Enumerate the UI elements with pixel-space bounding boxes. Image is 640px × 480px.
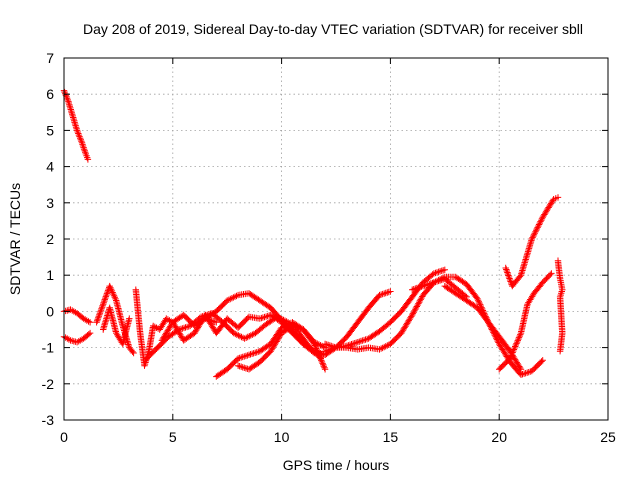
y-axis-title: SDTVAR / TECUs (7, 183, 23, 295)
axis-ticks: 0 5 10 15 20 25 -3 -2 -1 0 1 2 3 4 5 6 7 (42, 50, 616, 445)
x-tick-label: 15 (383, 429, 399, 445)
series-track-1 (60, 87, 92, 163)
x-tick-label: 25 (600, 429, 616, 445)
data-point-markers (234, 322, 329, 373)
data-point-markers (60, 87, 92, 163)
data-point-markers (441, 282, 525, 373)
series-track-3 (60, 329, 94, 346)
x-tick-label: 0 (60, 429, 68, 445)
series-track-5 (100, 304, 133, 348)
series-track-16 (441, 282, 525, 373)
y-tick-label: 6 (46, 86, 54, 102)
data-marks (60, 87, 566, 380)
x-tick-label: 10 (274, 429, 290, 445)
y-tick-label: -2 (42, 376, 55, 392)
data-point-markers (93, 282, 137, 357)
x-tick-label: 20 (491, 429, 507, 445)
series-track-19 (554, 257, 566, 355)
series-track-17 (496, 270, 555, 373)
y-tick-label: 4 (46, 159, 54, 175)
data-point-markers (502, 194, 562, 290)
data-point-markers (100, 304, 133, 348)
series-track-4 (93, 282, 137, 357)
data-point-markers (496, 270, 555, 373)
y-tick-label: -3 (42, 412, 55, 428)
chart-title: Day 208 of 2019, Sidereal Day-to-day VTE… (83, 21, 583, 37)
x-tick-label: 5 (169, 429, 177, 445)
series-track-2 (60, 306, 94, 326)
data-point-markers (60, 306, 94, 326)
x-axis-title: GPS time / hours (283, 457, 390, 473)
y-tick-label: 7 (46, 50, 54, 66)
y-tick-label: 2 (46, 231, 54, 247)
y-tick-label: 1 (46, 267, 54, 283)
y-tick-label: 3 (46, 195, 54, 211)
y-tick-label: -1 (42, 340, 55, 356)
series-track-18 (502, 194, 562, 290)
series-track-11 (234, 322, 329, 373)
data-point-markers (60, 329, 94, 346)
y-tick-label: 5 (46, 122, 54, 138)
y-tick-label: 0 (46, 303, 54, 319)
data-point-markers (554, 257, 566, 355)
